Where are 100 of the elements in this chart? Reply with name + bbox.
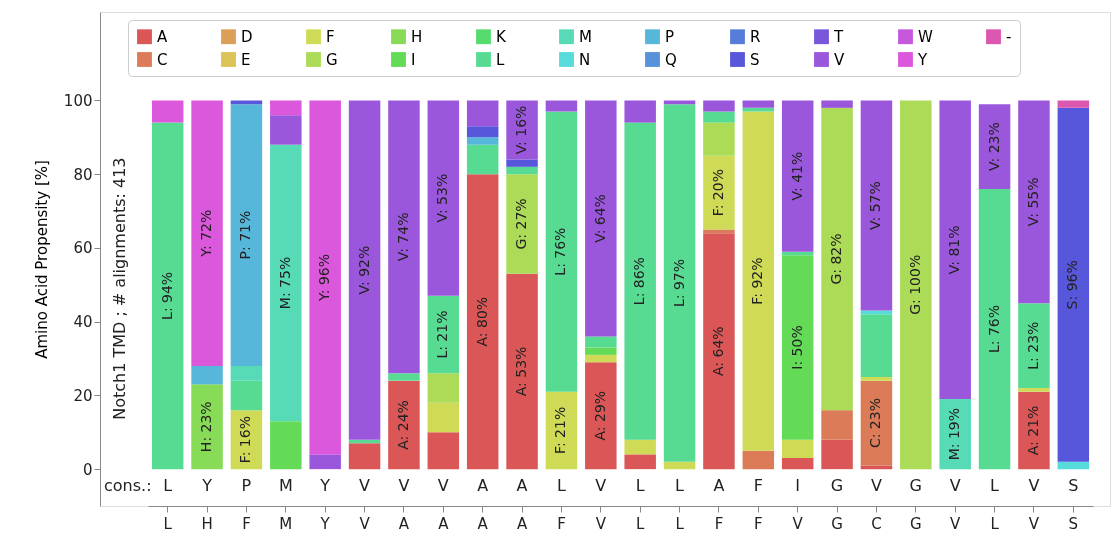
data-label: L: 76% — [552, 227, 569, 276]
bar — [191, 100, 223, 366]
bar — [427, 100, 460, 296]
legend-label: Q — [665, 50, 677, 69]
bar — [230, 365, 263, 381]
data-label: V: 41% — [788, 151, 805, 201]
bar — [270, 115, 302, 145]
bar — [230, 380, 263, 411]
bar — [821, 100, 853, 108]
data-label: A: 29% — [591, 390, 608, 441]
y-tick-label: 0 — [82, 460, 93, 479]
annotation: A — [477, 476, 489, 495]
bar — [703, 122, 735, 156]
legend-label: F — [326, 27, 335, 46]
data-label: A: 64% — [709, 326, 726, 376]
y-axis-title: Amino Acid Propensity [%] — [32, 160, 51, 359]
data-label: L: 76% — [985, 305, 1002, 354]
x-tick-label: L — [990, 514, 1000, 533]
legend-label: M — [579, 27, 592, 46]
legend-label: C — [157, 50, 168, 69]
bar — [939, 399, 971, 470]
legend-label: V — [834, 50, 845, 69]
bar — [230, 100, 263, 105]
x-tick-label: C — [871, 514, 882, 533]
legend-label: N — [579, 50, 591, 69]
bar — [742, 107, 775, 112]
bar — [860, 314, 893, 377]
x-tick-label: M — [279, 514, 293, 533]
bar — [427, 373, 460, 403]
bar — [427, 432, 460, 470]
legend-label: G — [326, 50, 338, 69]
bar — [1057, 100, 1090, 108]
data-label: F: 16% — [237, 416, 254, 464]
bar — [781, 439, 814, 459]
bar — [506, 273, 538, 470]
bar — [624, 439, 656, 455]
data-label: V: 23% — [985, 122, 1002, 171]
bar — [545, 111, 578, 392]
bar — [821, 107, 853, 411]
y-tick-label: 20 — [73, 386, 93, 405]
bar — [821, 439, 853, 470]
x-tick-label: L — [636, 514, 646, 533]
data-label: A: 80% — [473, 296, 490, 347]
annotation: M — [278, 476, 293, 495]
bar — [703, 233, 735, 470]
bar — [506, 174, 538, 274]
bar — [742, 450, 775, 470]
bar — [466, 126, 499, 138]
bar — [663, 100, 696, 105]
annotation: S — [1068, 476, 1079, 495]
bar — [1018, 303, 1050, 389]
bar — [151, 122, 184, 470]
data-label: V: 57% — [867, 181, 884, 230]
bar — [781, 458, 814, 470]
annotation: V — [398, 476, 410, 495]
data-label: L: 97% — [670, 258, 687, 308]
annotation: A — [713, 476, 725, 495]
bar — [585, 347, 617, 355]
bar — [1057, 461, 1090, 470]
data-label: F: 92% — [749, 257, 766, 305]
legend-label: I — [411, 50, 416, 69]
legend-label: R — [750, 27, 761, 46]
data-label: A: 21% — [1024, 405, 1041, 456]
x-tick-label: H — [201, 514, 213, 533]
bar — [821, 410, 853, 440]
legend-label: D — [241, 27, 253, 46]
bar — [506, 166, 538, 175]
legend-label: L — [496, 50, 505, 69]
annotation: G — [909, 476, 923, 495]
x-tick-label: V — [950, 514, 962, 533]
annotation: L — [990, 476, 1000, 495]
data-label: L: 94% — [158, 271, 175, 320]
bar — [1018, 100, 1050, 304]
legend-label: P — [665, 27, 675, 46]
annotation: P — [241, 476, 252, 495]
bar — [742, 100, 775, 108]
legend-label: T — [833, 27, 844, 46]
bar — [191, 365, 223, 385]
bar — [1018, 388, 1050, 392]
data-label: V: 81% — [946, 225, 963, 275]
annotation: A — [516, 476, 528, 495]
x-tick-label: G — [831, 514, 843, 533]
bar — [624, 122, 656, 440]
bar — [585, 100, 617, 337]
bar — [230, 104, 263, 366]
data-label: L: 86% — [631, 257, 648, 306]
data-label: F: 20% — [709, 169, 726, 217]
bar — [624, 454, 656, 470]
bar — [781, 100, 814, 252]
bar — [860, 100, 893, 311]
x-tick-label: F — [714, 514, 724, 533]
bar — [466, 100, 499, 127]
data-label: G: 27% — [513, 198, 530, 250]
data-label: A: 53% — [513, 346, 530, 397]
data-label: V: 53% — [434, 173, 451, 223]
data-label: V: 16% — [513, 105, 530, 155]
y-tick-label: 40 — [73, 313, 93, 332]
bar — [545, 100, 578, 112]
data-label: M: 19% — [946, 407, 963, 461]
data-label: V: 64% — [591, 194, 608, 243]
